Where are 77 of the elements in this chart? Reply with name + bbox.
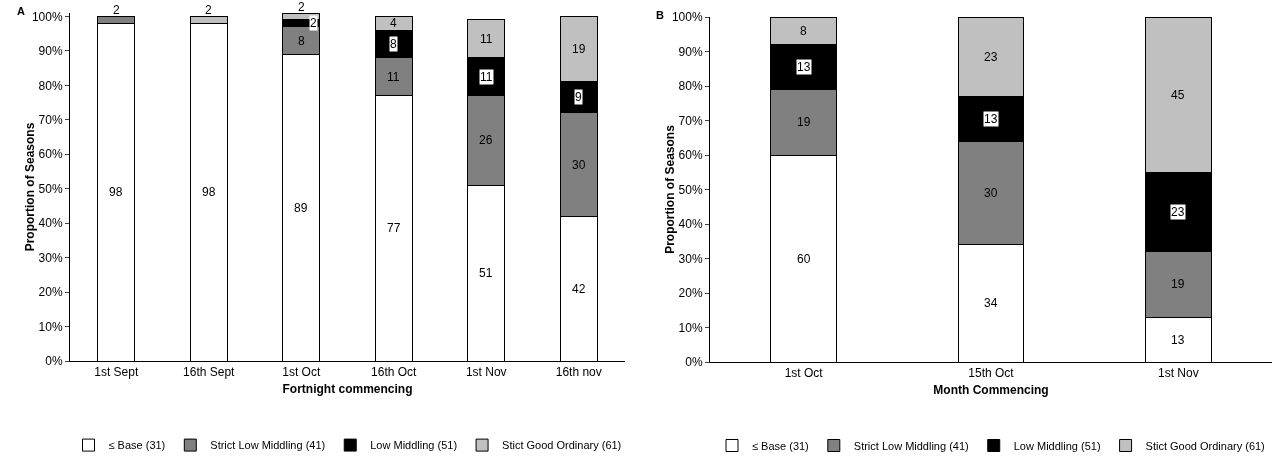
data-label: 13 bbox=[797, 60, 811, 74]
y-tick-label: 70% bbox=[38, 113, 63, 128]
x-tick-label: 15th Oct bbox=[968, 366, 1015, 381]
text: A bbox=[17, 5, 25, 17]
data-label: 98 bbox=[109, 185, 123, 199]
data-label: 30 bbox=[984, 186, 998, 200]
data-label: 2 bbox=[298, 0, 305, 14]
x-tick-label: 1st Oct bbox=[784, 366, 824, 381]
x-tick-label: 1st Sept bbox=[94, 365, 139, 380]
y-tick-label: 50% bbox=[678, 182, 703, 197]
y-tick-label: 10% bbox=[678, 320, 703, 335]
y-tick-label: 70% bbox=[678, 113, 703, 128]
y-tick-label: 20% bbox=[38, 285, 63, 300]
data-label: 13 bbox=[1171, 333, 1185, 347]
legend-label: Strict Low Middling (41) bbox=[210, 439, 326, 452]
data-label: 4 bbox=[390, 16, 397, 30]
data-label: 19 bbox=[797, 115, 811, 129]
data-label: 11 bbox=[387, 70, 400, 84]
y-tick-label: 0% bbox=[45, 354, 63, 369]
data-label: 8 bbox=[800, 24, 807, 38]
text: B bbox=[656, 9, 664, 21]
data-label: 9 bbox=[575, 90, 582, 104]
legend-label: Low Middling (51) bbox=[370, 439, 458, 452]
y-tick-label: 20% bbox=[678, 286, 703, 301]
y-tick-label: 60% bbox=[678, 148, 703, 163]
data-label: 2 bbox=[310, 16, 317, 30]
data-label: 34 bbox=[984, 296, 998, 310]
legend-label: ≤ Base (31) bbox=[752, 439, 809, 452]
x-axis-title: Fortnight commencing bbox=[282, 382, 413, 397]
data-label: 30 bbox=[572, 158, 586, 172]
data-label: 23 bbox=[1171, 205, 1185, 219]
y-tick-label: 40% bbox=[678, 217, 703, 232]
x-tick-label: 16th Sept bbox=[183, 365, 236, 380]
data-label: 98 bbox=[202, 185, 216, 199]
x-tick-label: 1st Nov bbox=[465, 365, 507, 380]
y-tick-label: 90% bbox=[38, 44, 63, 59]
x-tick-label: 1st Nov bbox=[1157, 366, 1199, 381]
legend-label: Stict Good Ordinary (61) bbox=[502, 439, 622, 452]
x-tick-label: 1st Oct bbox=[282, 365, 321, 380]
x-axis-title: Month Commencing bbox=[933, 383, 1049, 398]
y-tick-label: 30% bbox=[38, 250, 63, 265]
data-label: 11 bbox=[480, 70, 493, 84]
data-label: 8 bbox=[390, 37, 397, 51]
y-tick-label: 80% bbox=[678, 79, 703, 94]
legend-label: ≤ Base (31) bbox=[108, 439, 166, 452]
data-label: 11 bbox=[480, 32, 493, 46]
y-tick-label: 10% bbox=[38, 319, 63, 334]
data-label: 2 bbox=[113, 3, 120, 17]
data-label: 42 bbox=[572, 282, 586, 296]
y-tick-label: 90% bbox=[678, 44, 703, 59]
data-label: 19 bbox=[1171, 277, 1185, 291]
y-tick-label: 50% bbox=[38, 181, 63, 196]
data-label: 2 bbox=[205, 3, 212, 17]
y-tick-label: 80% bbox=[38, 78, 63, 93]
data-label: 60 bbox=[797, 252, 811, 266]
x-tick-label: 16th nov bbox=[555, 365, 602, 380]
y-tick-label: 30% bbox=[678, 251, 703, 266]
y-axis-title: Proportion of Seasons bbox=[662, 124, 677, 254]
legend-label: Strict Low Middling (41) bbox=[853, 439, 969, 452]
y-tick-label: 60% bbox=[38, 147, 63, 162]
data-label: 51 bbox=[479, 266, 493, 280]
data-label: 13 bbox=[984, 112, 998, 126]
x-tick-label: 16th Oct bbox=[371, 365, 418, 380]
data-label: 26 bbox=[479, 133, 493, 147]
data-label: 89 bbox=[294, 201, 308, 215]
data-label: 8 bbox=[298, 34, 305, 48]
legend-label: Low Middling (51) bbox=[1013, 439, 1101, 452]
data-label: 45 bbox=[1171, 88, 1185, 102]
y-tick-label: 100% bbox=[671, 10, 703, 25]
data-label: 77 bbox=[387, 221, 401, 235]
y-axis-title: Proportion of Seasons bbox=[22, 122, 37, 252]
y-tick-label: 40% bbox=[38, 216, 63, 231]
y-tick-label: 100% bbox=[31, 9, 63, 24]
legend-label: Stict Good Ordinary (61) bbox=[1145, 439, 1265, 452]
data-label: 19 bbox=[572, 42, 586, 56]
y-tick-label: 0% bbox=[685, 355, 703, 370]
data-label: 23 bbox=[984, 50, 998, 64]
